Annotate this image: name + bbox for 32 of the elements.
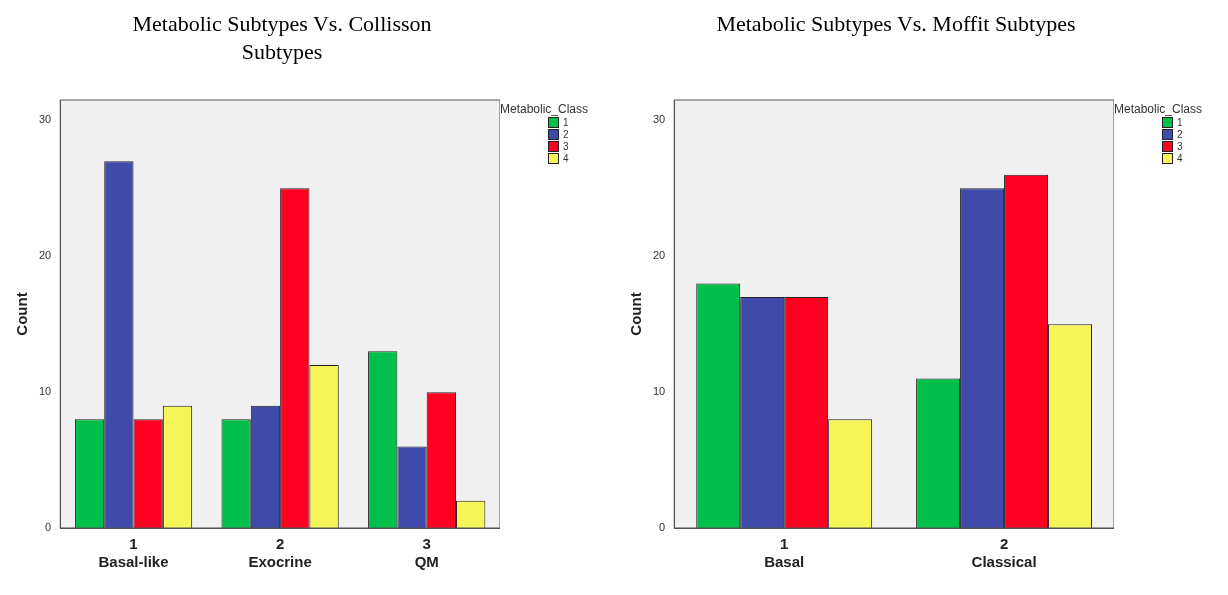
chart-title: Metabolic Subtypes Vs. Collisson Subtypes	[131, 10, 433, 66]
y-tick-label: 0	[45, 521, 52, 534]
legend-label: 4	[1177, 152, 1183, 164]
legend-label: 2	[1177, 128, 1183, 140]
legend-label: 3	[563, 140, 569, 152]
y-axis-title: Count	[13, 292, 31, 336]
text: 1	[129, 535, 138, 553]
x-tick-label: Exocrine	[248, 553, 312, 571]
legend-label: 2	[563, 128, 569, 140]
y-tick-label: 20	[652, 249, 666, 262]
text: 2	[999, 535, 1009, 553]
y-tick-label: 20	[38, 249, 52, 262]
x-tick-label: Classical	[971, 553, 1037, 571]
x-tick-label: Basal	[764, 553, 805, 571]
y-tick-label: 10	[38, 385, 52, 398]
x-tick-label: QM	[414, 553, 439, 571]
legend-label: 3	[1177, 140, 1183, 152]
y-tick-label: 0	[659, 521, 666, 534]
legend-title: Metabolic_Class	[1114, 102, 1203, 116]
y-tick-label: 30	[38, 113, 52, 126]
y-axis-title: Count	[627, 292, 645, 336]
text: 1	[780, 535, 789, 553]
legend-label: 1	[563, 116, 569, 128]
text: 3	[422, 535, 431, 553]
legend-label: 4	[563, 152, 569, 164]
legend-title: Metabolic_Class	[500, 102, 589, 116]
y-tick-label: 10	[652, 385, 666, 398]
chart-title: Metabolic Subtypes Vs. Moffit Subtypes	[715, 10, 1077, 38]
text: 2	[275, 535, 285, 553]
legend-label: 1	[1177, 116, 1183, 128]
x-tick-label: Basal-like	[98, 553, 169, 571]
y-tick-label: 30	[652, 113, 666, 126]
